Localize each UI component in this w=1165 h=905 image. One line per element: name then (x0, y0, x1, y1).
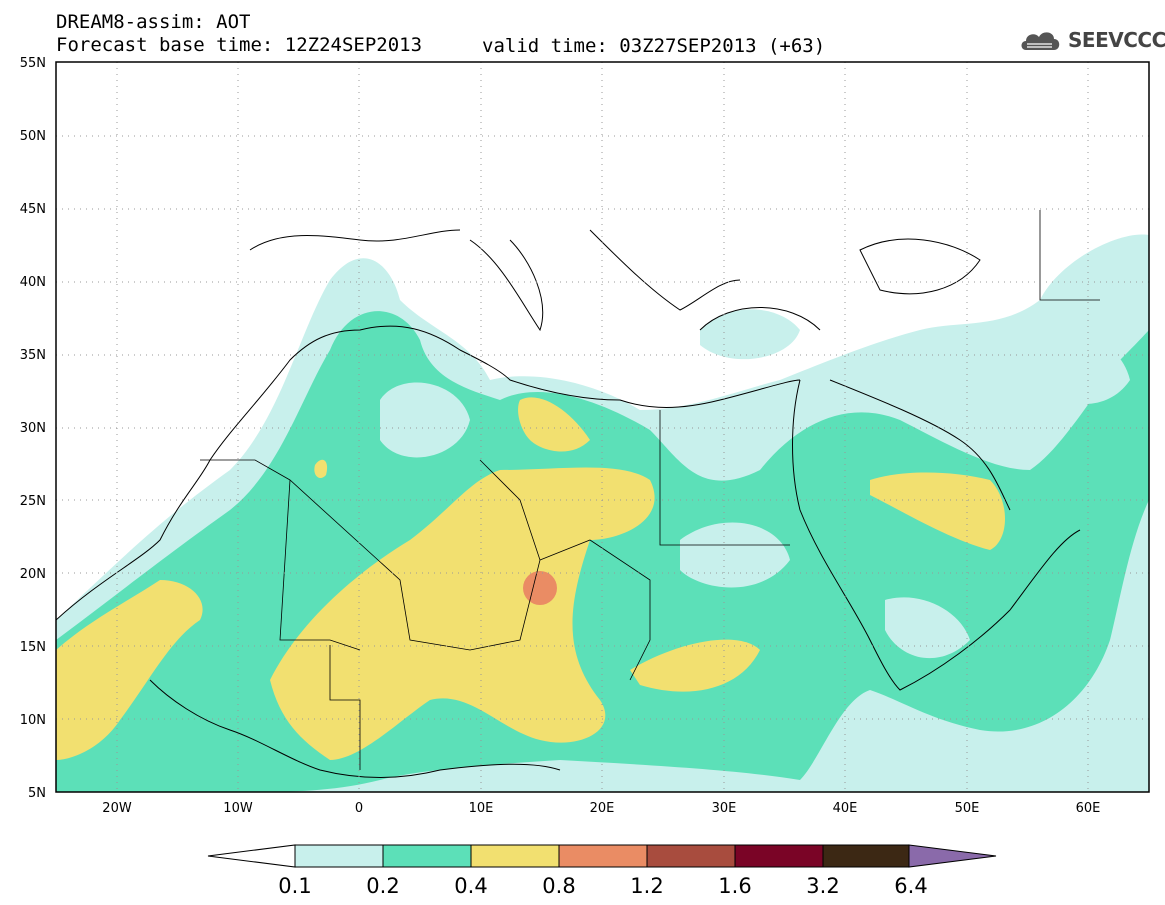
legend-label: 0.8 (542, 874, 575, 898)
lat-label: 35N (20, 348, 46, 363)
lat-label: 15N (20, 640, 46, 655)
legend-label: 3.2 (806, 874, 839, 898)
lon-label: 40E (833, 801, 858, 816)
lat-label: 55N (20, 56, 46, 71)
legend-label: 0.2 (366, 874, 399, 898)
valid-time: valid time: 03Z27SEP2013 (+63) (482, 35, 826, 57)
legend-swatch (294, 844, 384, 868)
lon-label: 50E (955, 801, 980, 816)
legend-over-arrow (908, 844, 997, 868)
lon-label: 30E (712, 801, 737, 816)
aot-field (56, 210, 1149, 792)
grid (56, 62, 1149, 792)
aot-band-0.4 (56, 397, 1005, 760)
chart-title: DREAM8-assim: AOT (56, 11, 251, 33)
lat-label: 25N (20, 494, 46, 509)
legend-under-arrow (207, 844, 296, 868)
lat-label: 10N (20, 713, 46, 728)
legend-label: 6.4 (894, 874, 927, 898)
lat-label: 30N (20, 421, 46, 436)
legend-label: 1.2 (630, 874, 663, 898)
legend-label: 0.4 (454, 874, 487, 898)
lat-labels: 55N 50N 45N 40N 35N 30N 25N 20N 15N 10N … (20, 56, 46, 801)
lat-label: 45N (20, 202, 46, 217)
logo-text: SEEVCCC (1068, 28, 1165, 52)
lon-label: 10W (223, 801, 253, 816)
lat-label: 50N (20, 129, 46, 144)
lon-labels: 20W 10W 0 10E 20E 30E 40E 50E 60E (102, 801, 1100, 816)
map-frame (55, 61, 1150, 793)
lon-label: 60E (1076, 801, 1101, 816)
legend-swatch (558, 844, 648, 868)
lon-label: 20W (102, 801, 132, 816)
seevccc-logo: SEEVCCC (1018, 24, 1165, 54)
forecast-base-time: Forecast base time: 12Z24SEP2013 (56, 34, 423, 56)
legend-swatch (734, 844, 824, 868)
lat-label: 20N (20, 567, 46, 582)
legend-swatch (646, 844, 736, 868)
legend-label: 0.1 (278, 874, 311, 898)
legend-label: 1.6 (718, 874, 751, 898)
lon-label: 20E (590, 801, 615, 816)
legend-swatch (470, 844, 560, 868)
legend-labels: 0.1 0.2 0.4 0.8 1.2 1.6 3.2 6.4 (278, 874, 927, 898)
color-legend (207, 844, 997, 868)
lat-label: 40N (20, 275, 46, 290)
lat-label: 5N (28, 786, 46, 801)
country-borders (200, 210, 1100, 770)
legend-swatch (382, 844, 472, 868)
lon-label: 10E (469, 801, 494, 816)
aot-holes (380, 342, 1130, 659)
aot-band-0.8-spot (523, 571, 557, 605)
lon-label: 0 (355, 801, 363, 816)
legend-swatch (822, 844, 910, 868)
cloud-icon (1021, 32, 1060, 50)
coastlines (56, 229, 1081, 778)
